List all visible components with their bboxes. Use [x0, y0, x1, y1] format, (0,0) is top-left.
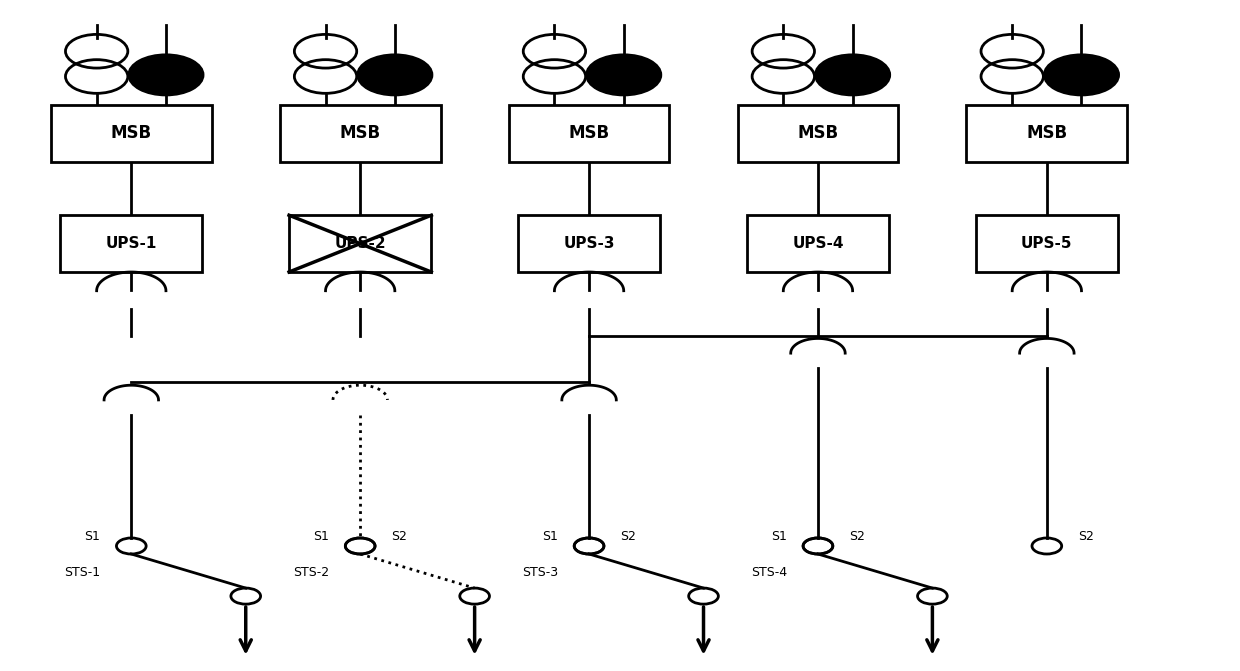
Bar — [738, 105, 898, 162]
Text: S1: S1 — [84, 529, 100, 543]
Circle shape — [816, 55, 890, 95]
Text: MSB: MSB — [568, 124, 610, 142]
Bar — [966, 105, 1127, 162]
Bar — [289, 215, 432, 272]
Circle shape — [587, 55, 661, 95]
Text: MSB: MSB — [797, 124, 838, 142]
Text: S2: S2 — [391, 529, 407, 543]
Text: STS-1: STS-1 — [64, 566, 100, 579]
Text: S1: S1 — [314, 529, 330, 543]
Circle shape — [357, 55, 432, 95]
Text: MSB: MSB — [340, 124, 381, 142]
Bar — [746, 215, 889, 272]
Text: S1: S1 — [771, 529, 787, 543]
Text: S1: S1 — [542, 529, 558, 543]
Bar — [61, 215, 202, 272]
Text: STS-3: STS-3 — [522, 566, 558, 579]
Text: UPS-2: UPS-2 — [335, 236, 386, 251]
Bar — [518, 215, 660, 272]
Text: S2: S2 — [620, 529, 636, 543]
Text: S2: S2 — [1078, 529, 1094, 543]
Text: MSB: MSB — [1027, 124, 1068, 142]
Circle shape — [129, 55, 203, 95]
Text: STS-2: STS-2 — [293, 566, 330, 579]
Text: UPS-5: UPS-5 — [1021, 236, 1073, 251]
Text: S2: S2 — [849, 529, 864, 543]
Bar — [280, 105, 440, 162]
Text: UPS-3: UPS-3 — [563, 236, 615, 251]
Bar — [508, 105, 670, 162]
Bar — [51, 105, 212, 162]
Circle shape — [1044, 55, 1118, 95]
Text: MSB: MSB — [110, 124, 151, 142]
Text: UPS-1: UPS-1 — [105, 236, 157, 251]
Text: STS-4: STS-4 — [751, 566, 787, 579]
Text: UPS-4: UPS-4 — [792, 236, 843, 251]
Bar — [976, 215, 1118, 272]
